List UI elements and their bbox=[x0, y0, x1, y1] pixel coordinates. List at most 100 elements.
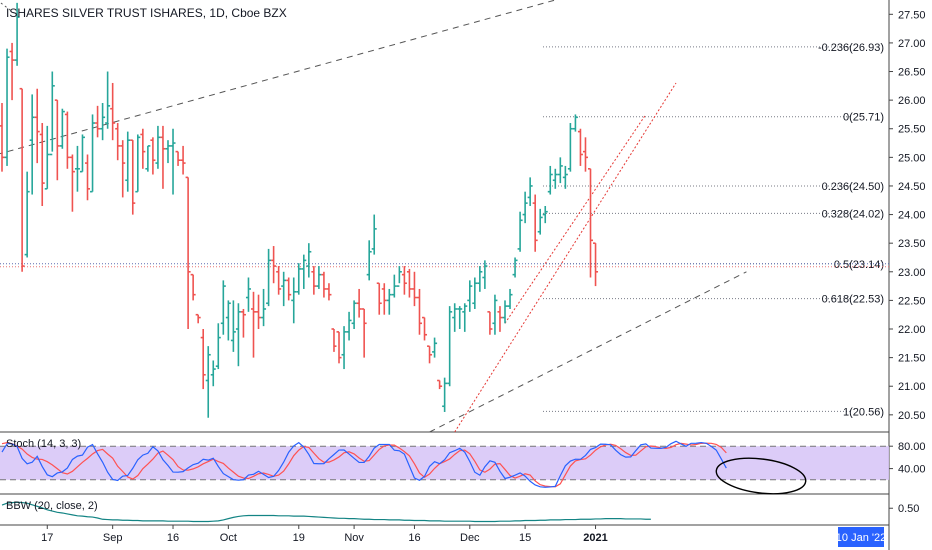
ohlc-bar bbox=[502, 300, 508, 324]
time-tick-label: 2021 bbox=[583, 532, 607, 544]
ohlc-bar bbox=[79, 134, 85, 173]
ohlc-bar bbox=[44, 125, 50, 190]
ohlc-bars bbox=[0, 2, 599, 418]
stoch-d-line bbox=[1, 442, 727, 488]
ohlc-bar bbox=[467, 280, 473, 312]
ohlc-bar bbox=[316, 266, 322, 289]
ohlc-bar bbox=[9, 42, 15, 101]
bbw-label: BBW (20, close, 2) bbox=[6, 500, 98, 512]
ohlc-bar bbox=[542, 205, 548, 224]
ohlc-bar bbox=[366, 240, 372, 281]
ohlc-bar bbox=[381, 283, 387, 315]
ohlc-bar bbox=[442, 377, 448, 412]
price-tick-label: 21.00 bbox=[898, 381, 926, 393]
ohlc-bar bbox=[256, 294, 262, 330]
ohlc-bar bbox=[125, 131, 131, 192]
price-tick-label: 24.50 bbox=[898, 181, 926, 193]
trendline bbox=[0, 0, 556, 155]
ohlc-bar bbox=[261, 288, 267, 327]
price-tick-label: 20.50 bbox=[898, 410, 926, 422]
bbw-line bbox=[1, 501, 651, 523]
fib-level-label: 0(25.71) bbox=[843, 112, 884, 124]
fib-level-label: 1(20.56) bbox=[843, 406, 884, 418]
ohlc-bar bbox=[95, 105, 101, 138]
ohlc-bar bbox=[336, 331, 342, 364]
bbw-tick-label: 0.50 bbox=[898, 503, 919, 515]
ohlc-bar bbox=[0, 102, 5, 172]
ohlc-bar bbox=[230, 300, 236, 352]
ohlc-bar bbox=[588, 167, 594, 278]
fib-levels: -0.236(26.93) 0(25.71) 0.236(24.50) 0.328(2… bbox=[0, 42, 889, 418]
ohlc-bar bbox=[39, 123, 45, 206]
ohlc-bar bbox=[115, 123, 121, 161]
price-tick-label: 22.50 bbox=[898, 295, 926, 307]
ohlc-bar bbox=[492, 294, 498, 335]
stoch-tick-label: 80.00 bbox=[898, 441, 926, 453]
fib-level-label: 0.618(22.53) bbox=[822, 294, 884, 306]
ohlc-bar bbox=[34, 88, 40, 164]
ohlc-bar bbox=[130, 139, 136, 215]
price-tick-label: 23.50 bbox=[898, 238, 926, 250]
fib-level-label: 0.236(24.50) bbox=[822, 181, 884, 193]
ohlc-bar bbox=[391, 274, 397, 298]
ohlc-bar bbox=[24, 171, 30, 258]
ohlc-bar bbox=[447, 306, 453, 387]
fib-level-label: 0.5(23.14) bbox=[834, 259, 884, 271]
price-tick-label: 25.50 bbox=[898, 124, 926, 136]
ohlc-bar bbox=[69, 154, 75, 212]
ohlc-bar bbox=[59, 108, 65, 149]
ohlc-bar bbox=[276, 266, 282, 295]
stoch-band-fill bbox=[0, 446, 889, 480]
ohlc-bar bbox=[145, 145, 151, 172]
bbw-series-line bbox=[1, 501, 651, 523]
ohlc-bar bbox=[225, 300, 231, 341]
ohlc-bar bbox=[120, 140, 126, 198]
ohlc-bar bbox=[572, 114, 578, 132]
ohlc-bar bbox=[14, 2, 20, 66]
ohlc-bar bbox=[251, 291, 256, 358]
ohlc-bar bbox=[547, 165, 553, 195]
ohlc-bar bbox=[110, 82, 116, 141]
ohlc-bar bbox=[326, 283, 332, 301]
ohlc-bar bbox=[582, 137, 588, 172]
time-tick-label: 16 bbox=[408, 532, 420, 544]
ohlc-bar bbox=[19, 87, 25, 272]
ohlc-bar bbox=[482, 260, 488, 289]
ohlc-bar bbox=[150, 137, 156, 175]
trendline bbox=[429, 271, 747, 433]
ohlc-bar bbox=[341, 326, 347, 370]
time-tick-label: 19 bbox=[293, 532, 305, 544]
ohlc-bar bbox=[195, 313, 201, 324]
ohlc-bar bbox=[100, 102, 106, 141]
time-axis-ticks: 17 Sep 16 Oct 19 Nov 16 Dec 15 2021 bbox=[41, 525, 608, 544]
ohlc-bar bbox=[286, 277, 292, 301]
ohlc-bar bbox=[4, 48, 10, 166]
ohlc-bar bbox=[271, 246, 277, 284]
ohlc-bar bbox=[74, 145, 80, 192]
ohlc-bar bbox=[401, 266, 407, 295]
ohlc-bar bbox=[427, 345, 433, 364]
ohlc-bar bbox=[567, 123, 573, 172]
ohlc-bar bbox=[416, 288, 422, 335]
ohlc-bar bbox=[215, 323, 221, 370]
time-tick-label: Oct bbox=[220, 532, 237, 544]
trendline bbox=[454, 82, 677, 433]
ohlc-bar bbox=[175, 150, 181, 166]
ohlc-bar bbox=[105, 71, 111, 129]
fib-level-label: -0.236(26.93) bbox=[818, 42, 884, 54]
ohlc-bar bbox=[266, 248, 272, 307]
ohlc-bar bbox=[537, 208, 543, 235]
ohlc-bar bbox=[190, 273, 196, 301]
ohlc-bar bbox=[210, 360, 216, 387]
ohlc-bar bbox=[477, 266, 483, 292]
ohlc-bar bbox=[562, 165, 568, 189]
ohlc-bar bbox=[140, 128, 146, 169]
ohlc-bar bbox=[386, 288, 392, 315]
ohlc-bar bbox=[552, 168, 558, 189]
ohlc-bar bbox=[155, 125, 161, 169]
ohlc-bar bbox=[507, 288, 513, 309]
cursor-date-badge bbox=[838, 527, 884, 547]
cursor-date-label: 10 Jan '22 bbox=[836, 532, 886, 544]
ohlc-bar bbox=[281, 271, 287, 307]
